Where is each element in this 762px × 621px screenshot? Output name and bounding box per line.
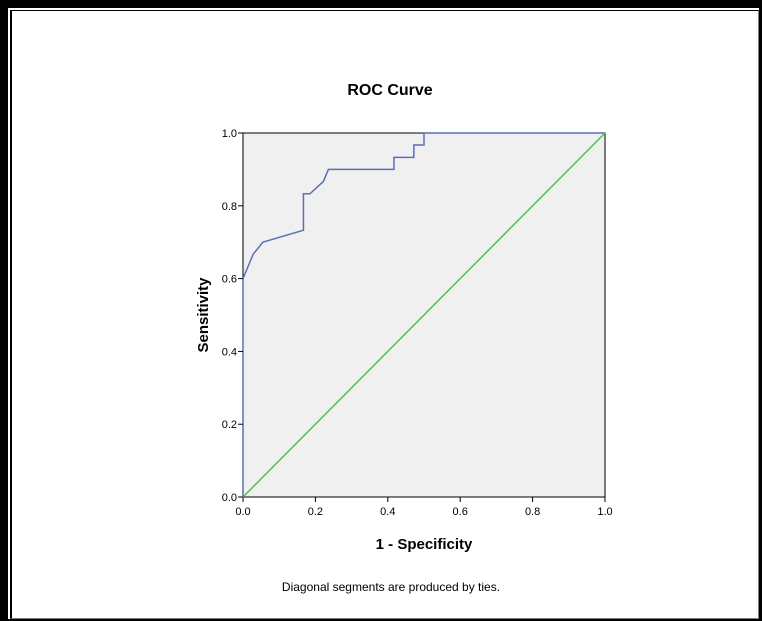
reference-line (242, 132, 606, 498)
y-tick-label: 0.4 (222, 346, 237, 358)
x-tick-label: 0.4 (380, 506, 395, 518)
y-tick-label: 0.6 (222, 274, 237, 286)
y-tick-label: 1.0 (222, 128, 237, 140)
x-tick-label: 0.6 (453, 506, 468, 518)
y-axis-label: Sensitivity (195, 277, 212, 353)
chart-panel (10, 10, 759, 619)
y-tick-label: 0.8 (222, 201, 237, 213)
y-tick-label: 0.0 (222, 492, 237, 504)
roc-curve-line (242, 132, 605, 497)
x-tick-label: 0.2 (308, 506, 323, 518)
chart-title: ROC Curve (347, 82, 432, 99)
x-tick-label: 0.8 (525, 506, 540, 518)
y-tick-label: 0.2 (222, 419, 237, 431)
chart-footnote: Diagonal segments are produced by ties. (282, 580, 500, 594)
x-axis-label: 1 - Specificity (376, 536, 473, 553)
x-tick-label: 0.0 (235, 506, 250, 518)
x-tick-label: 1.0 (597, 506, 612, 518)
